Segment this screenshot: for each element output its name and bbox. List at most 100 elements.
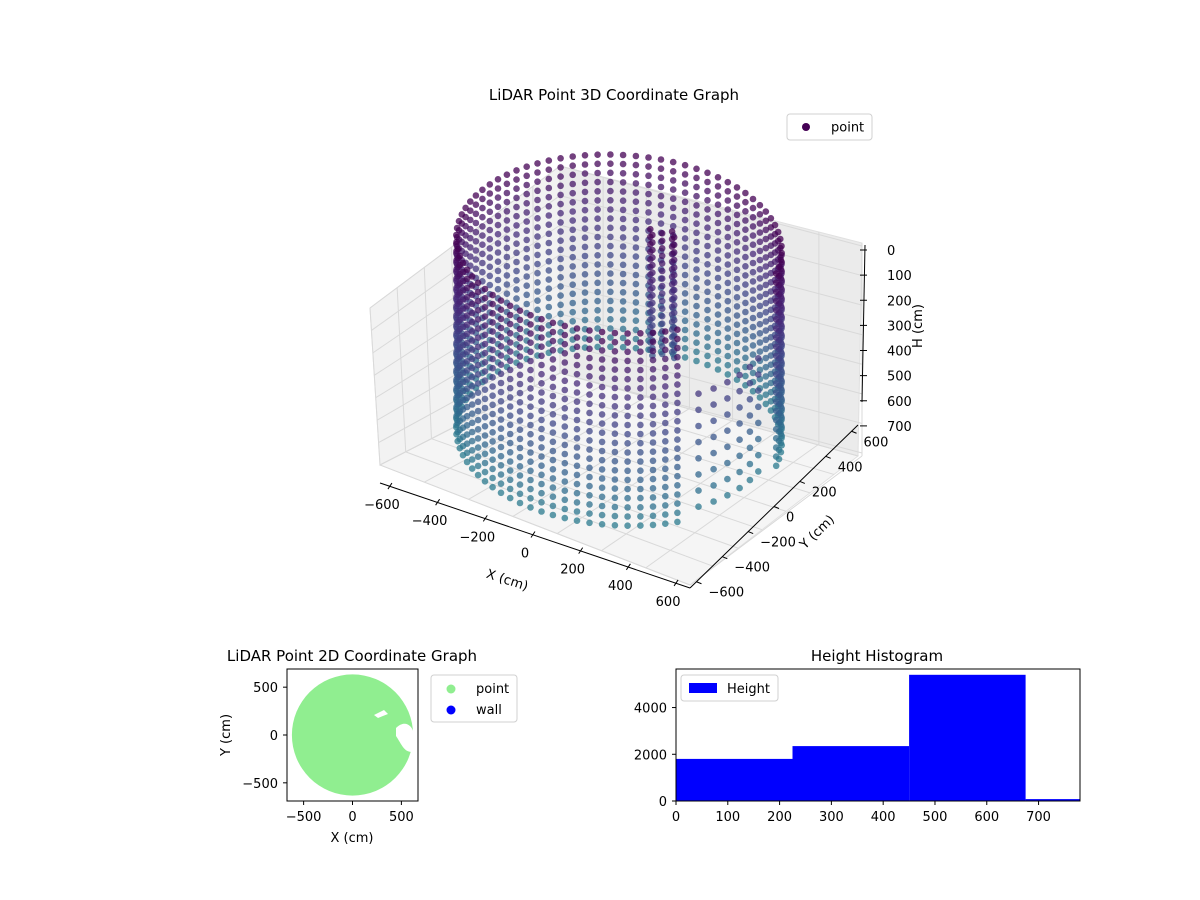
point-3d bbox=[632, 180, 640, 187]
point-3d bbox=[742, 308, 749, 316]
point-3d bbox=[506, 421, 514, 429]
point-3d bbox=[693, 192, 700, 200]
point-3d bbox=[658, 297, 666, 305]
point-3d bbox=[458, 211, 466, 218]
point-3d bbox=[632, 271, 640, 279]
y-tick-label-hist: 4000 bbox=[634, 702, 667, 717]
point-3d bbox=[670, 249, 678, 256]
point-3d bbox=[481, 395, 489, 403]
point-3d bbox=[658, 282, 666, 290]
histogram-title: Height Histogram bbox=[811, 647, 943, 665]
point-3d bbox=[586, 446, 593, 453]
point-3d bbox=[693, 330, 700, 337]
point-3d bbox=[611, 494, 619, 502]
point-3d bbox=[538, 480, 545, 488]
point-3d bbox=[624, 522, 631, 529]
point-3d bbox=[513, 203, 520, 211]
point-3d bbox=[598, 328, 606, 336]
point-3d bbox=[569, 171, 576, 179]
point-3d bbox=[472, 201, 480, 208]
point-3d bbox=[619, 197, 627, 204]
point-3d bbox=[468, 419, 476, 427]
point-3d bbox=[742, 208, 749, 215]
point-3d bbox=[561, 441, 569, 449]
point-3d bbox=[474, 462, 482, 470]
point-3d bbox=[755, 419, 762, 427]
point-3d bbox=[772, 316, 780, 323]
point-3d bbox=[607, 288, 614, 296]
point-3d bbox=[523, 291, 530, 299]
point-3d bbox=[557, 246, 564, 254]
point-3d bbox=[538, 434, 545, 442]
point-3d bbox=[581, 261, 589, 269]
point-3d bbox=[693, 302, 700, 310]
point-3d bbox=[746, 379, 754, 387]
point-3d bbox=[611, 522, 619, 529]
point-3d bbox=[637, 412, 644, 420]
point-3d bbox=[594, 343, 601, 351]
point-3d bbox=[586, 492, 593, 499]
point-3d bbox=[607, 160, 614, 167]
point-3d bbox=[611, 338, 619, 346]
x-axis-label-2d: X (cm) bbox=[331, 831, 374, 846]
point-3d bbox=[581, 252, 589, 260]
point-3d bbox=[772, 425, 780, 433]
point-3d bbox=[598, 521, 606, 528]
point-3d bbox=[658, 290, 666, 297]
point-3d bbox=[513, 295, 520, 302]
point-3d bbox=[756, 256, 764, 264]
point-3d bbox=[598, 447, 606, 455]
point-3d bbox=[463, 284, 471, 292]
point-3d bbox=[693, 284, 700, 292]
point-3d bbox=[733, 184, 741, 191]
point-3d bbox=[632, 335, 640, 343]
point-3d bbox=[463, 303, 471, 310]
point-3d bbox=[714, 338, 722, 346]
point-3d bbox=[674, 436, 681, 443]
point-3d bbox=[489, 383, 496, 390]
point-3d bbox=[607, 242, 614, 250]
point-3d bbox=[586, 327, 593, 334]
point-3d bbox=[561, 514, 569, 522]
point-3d bbox=[586, 455, 593, 463]
point-3d bbox=[670, 271, 678, 279]
point-3d bbox=[637, 513, 644, 520]
z-tick-label-3d: 0 bbox=[887, 244, 895, 259]
point-3d bbox=[742, 235, 749, 243]
point-3d bbox=[481, 304, 489, 311]
point-3d bbox=[662, 511, 669, 518]
point-3d bbox=[762, 363, 770, 371]
point-3d bbox=[714, 201, 722, 208]
point-3d bbox=[645, 199, 652, 207]
point-3d bbox=[619, 334, 627, 342]
y-tick-3d bbox=[773, 506, 780, 509]
point-3d bbox=[569, 180, 576, 188]
point-3d bbox=[527, 376, 534, 383]
point-3d bbox=[710, 433, 717, 441]
point-3d bbox=[662, 483, 669, 491]
z-tick-label-3d: 700 bbox=[887, 420, 912, 435]
point-3d bbox=[527, 366, 534, 374]
point-3d bbox=[549, 502, 557, 510]
point-3d bbox=[503, 217, 511, 224]
point-3d bbox=[594, 334, 601, 342]
point-3d bbox=[749, 241, 757, 248]
point-3d bbox=[756, 348, 764, 355]
point-3d bbox=[619, 298, 627, 305]
point-3d bbox=[624, 458, 631, 465]
point-3d bbox=[527, 430, 534, 438]
point-3d bbox=[704, 197, 711, 204]
point-3d bbox=[649, 307, 656, 314]
point-3d bbox=[474, 471, 482, 479]
point-3d bbox=[594, 252, 601, 259]
point-3d bbox=[497, 352, 505, 359]
point-3d bbox=[472, 219, 480, 227]
point-3d bbox=[474, 297, 482, 305]
point-3d bbox=[658, 245, 666, 252]
point-3d bbox=[742, 272, 749, 279]
point-3d bbox=[489, 447, 496, 454]
point-3d bbox=[534, 196, 541, 204]
point-3d bbox=[538, 334, 545, 341]
y-tick-label-3d: 400 bbox=[838, 460, 863, 475]
point-3d bbox=[545, 294, 553, 302]
